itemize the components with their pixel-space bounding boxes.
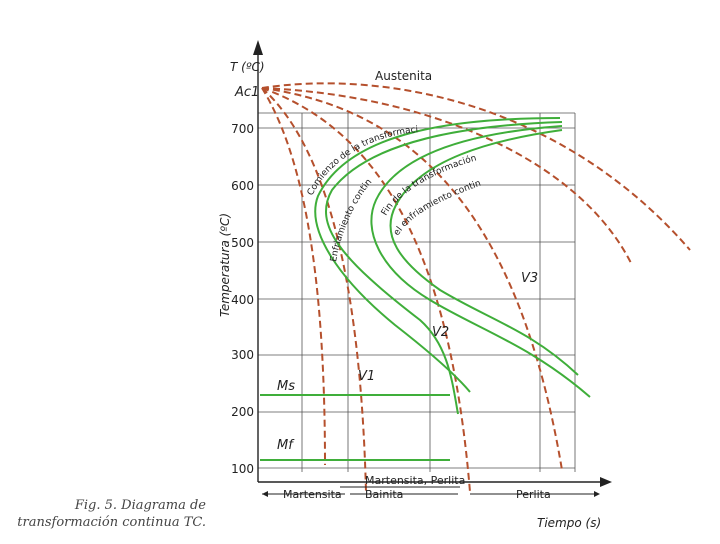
v2-label: V2 [432,325,449,340]
start-transformation-curve-2 [325,121,563,415]
x-axis-arrow-icon [600,477,612,487]
x-axis-label: Tiempo (s) [537,516,601,530]
end-cooling-label: el enfriamiento continuo [0,0,482,238]
region-perlita: Perlita [516,488,551,501]
y-tick-labels: 700 600 500 400 300 200 100 [231,122,254,476]
ac1-label: Ac1 [234,85,259,100]
v3-label: V3 [521,271,538,286]
y-tick-200: 200 [231,405,254,419]
cooling-curve-v3-wide [261,87,633,266]
start-transformation-curve [314,117,561,393]
ms-label: Ms [277,379,295,394]
region-martensita-perlita: Martensita, Perlita [365,474,465,487]
region-martensita: Martensita [283,488,342,501]
v1-label: V1 [358,369,375,384]
mf-label: Mf [277,438,295,453]
figure-caption: Fig. 5. Diagrama de transformación conti… [6,497,206,531]
arrow-right-icon [594,491,600,497]
y-axis-top-label: T (ºC) [230,60,265,74]
end-transformation-curve-2 [389,129,579,376]
y-tick-500: 500 [231,236,254,250]
cooling-curve-v2 [261,87,471,493]
cooling-curves [261,82,691,493]
y-tick-300: 300 [231,348,254,362]
bracket-arrows [262,491,600,497]
y-axis-arrow-icon [253,40,263,55]
y-tick-600: 600 [231,179,254,193]
cooling-curve-v1 [261,87,367,493]
y-tick-700: 700 [231,122,254,136]
cooling-curve-v3 [261,87,563,471]
cooling-curve-austenita [261,82,691,251]
axes [257,52,605,483]
start-cooling-label: Enfriamiento continuo [0,0,374,263]
caption-line-2: transformación continua TC. [17,515,206,530]
grid [258,112,576,472]
region-bainita: Bainita [365,488,403,501]
region-brackets [262,486,595,495]
y-axis-label: Temperatura (ºC) [218,213,232,317]
transformation-curves [260,117,591,461]
cooling-curve-inner [261,87,326,466]
arrow-left-icon [262,491,268,497]
y-tick-100: 100 [231,462,254,476]
y-tick-400: 400 [231,293,254,307]
caption-line-1: Fig. 5. Diagrama de [74,498,206,513]
austenita-label: Austenita [375,69,432,83]
end-transformation-curve [370,125,591,398]
